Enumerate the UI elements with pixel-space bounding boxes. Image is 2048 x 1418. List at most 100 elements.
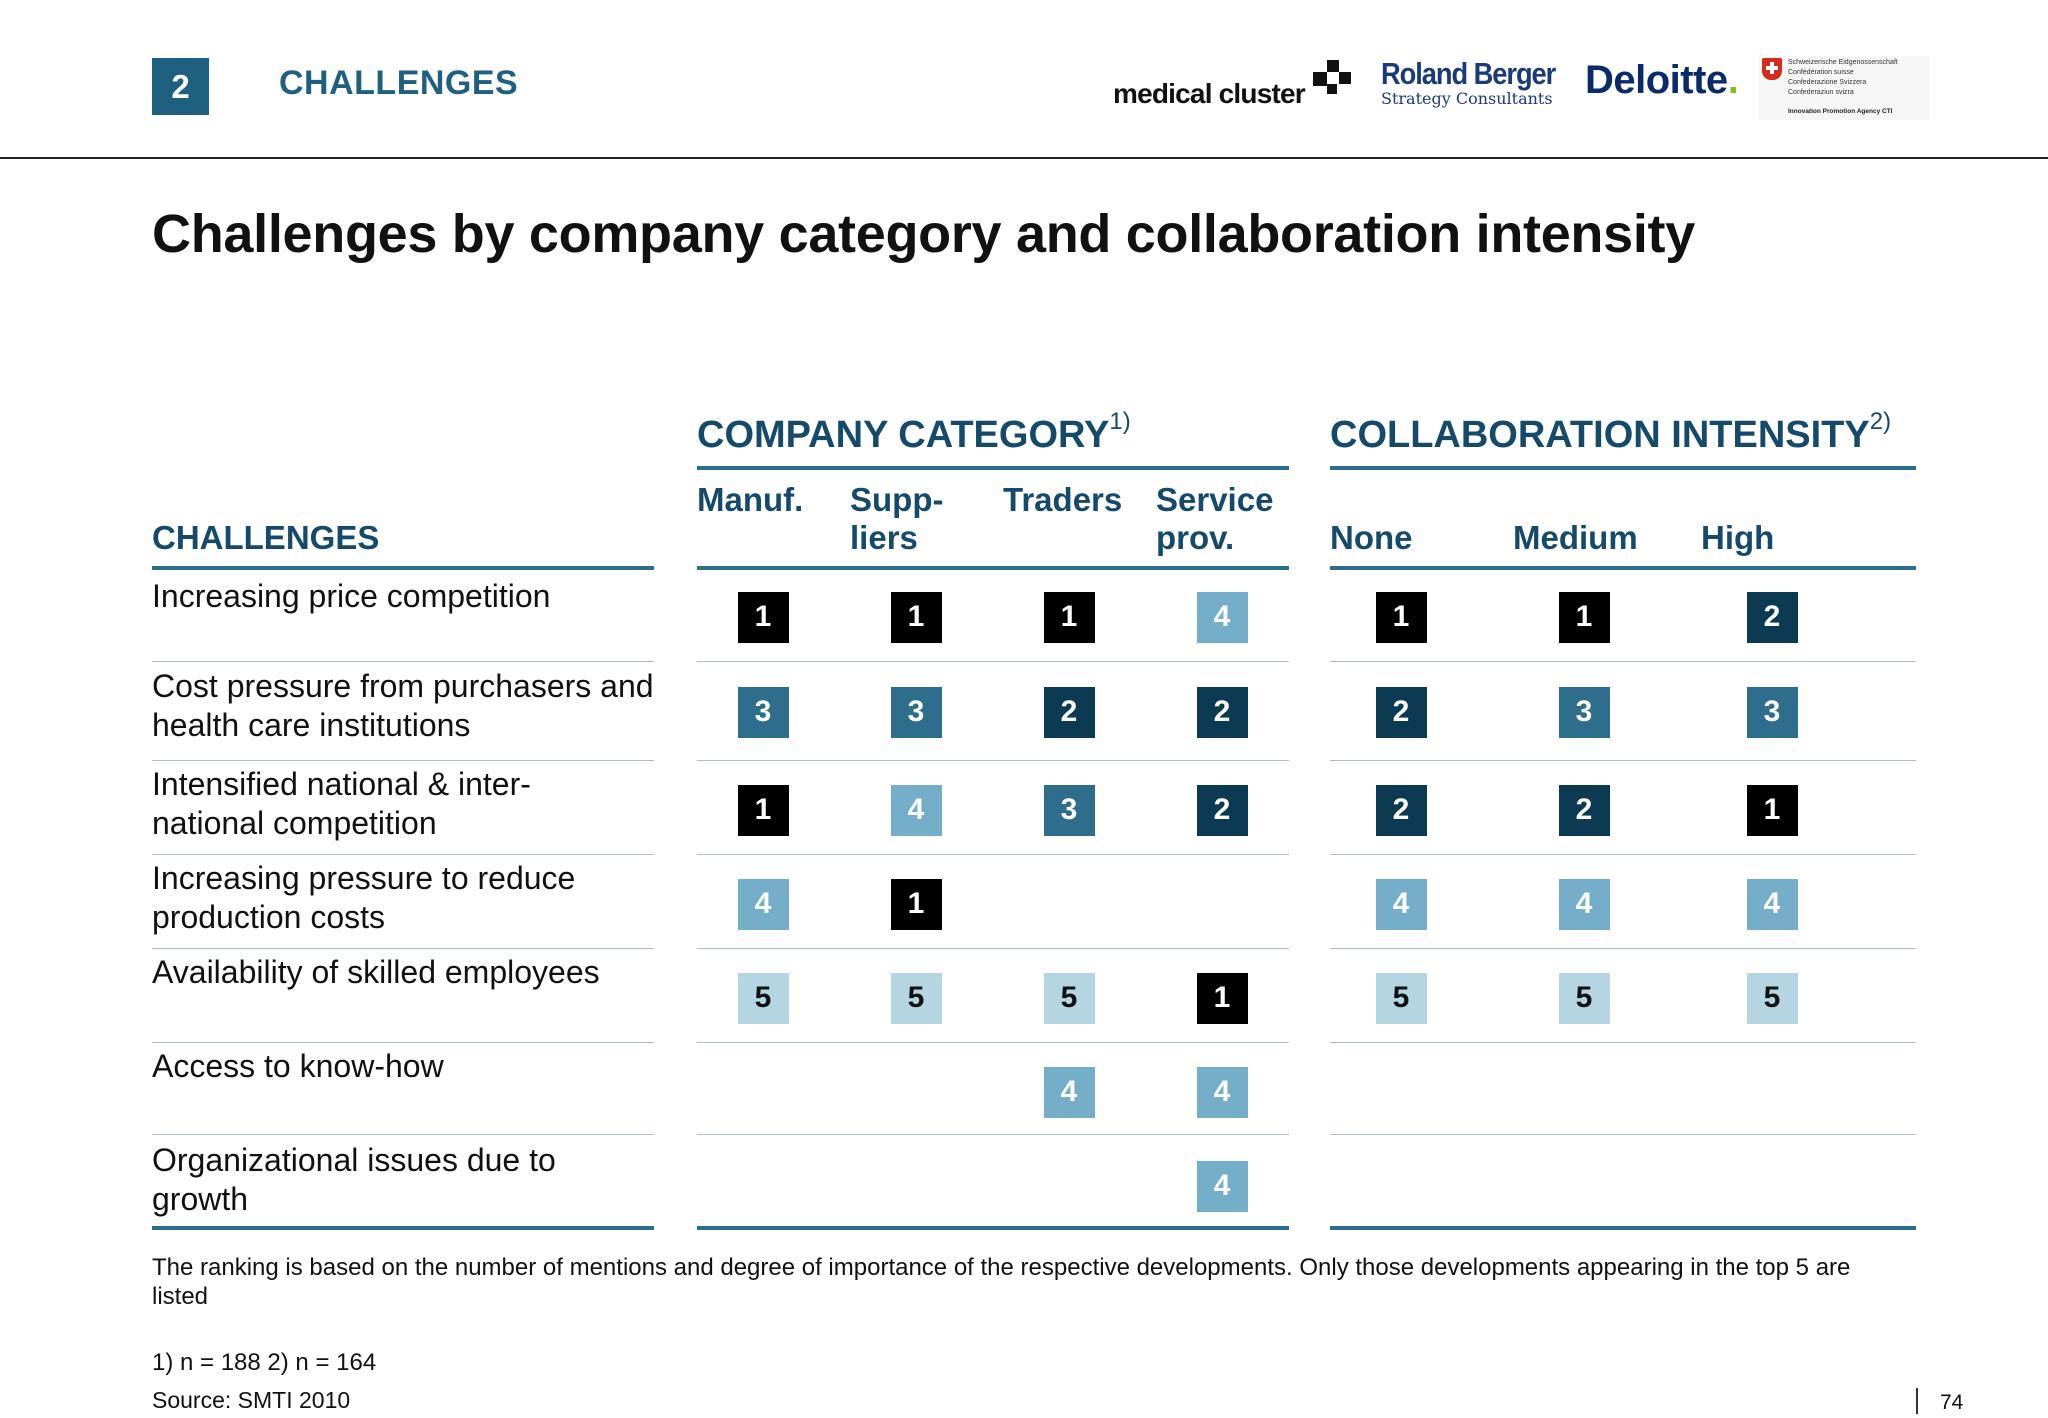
- rank-cell-company-r4-c2: 1: [890, 878, 942, 930]
- row-divider: [152, 1042, 654, 1043]
- row-label: Organizational issues due to growth: [152, 1142, 556, 1217]
- row-divider: [1330, 1042, 1916, 1043]
- rank-cell-company-r2-c1: 3: [737, 686, 789, 738]
- rank-cell-collab-r3-c1: 2: [1375, 784, 1427, 836]
- col-manuf-header: Manuf.: [697, 481, 803, 519]
- company-category-rule: [697, 466, 1289, 470]
- row-label: Access to know-how: [152, 1048, 444, 1084]
- section-number: 2: [152, 58, 209, 115]
- collab-columns-rule: [1330, 566, 1916, 570]
- rank-cell-collab-r1-c2: 1: [1558, 591, 1610, 643]
- row-divider: [152, 1134, 654, 1135]
- swiss-line-1: Schweizerische Eidgenossenschaft: [1788, 59, 1898, 66]
- rank-cell-company-r3-c3: 3: [1043, 784, 1095, 836]
- row-divider: [1330, 854, 1916, 855]
- row-divider: [152, 948, 654, 949]
- rank-cell-company-r1-c4: 4: [1196, 591, 1248, 643]
- roland-berger-subtitle: Strategy Consultants: [1381, 89, 1553, 108]
- row-divider: [152, 661, 654, 662]
- deloitte-dot: .: [1727, 58, 1739, 102]
- rank-cell-company-r1-c2: 1: [890, 591, 942, 643]
- challenges-column-header: CHALLENGES: [152, 519, 380, 556]
- row-divider: [152, 854, 654, 855]
- rank-cell-company-r3-c4: 2: [1196, 784, 1248, 836]
- collaboration-intensity-note: 2): [1869, 408, 1892, 435]
- rank-cell-collab-r4-c1: 4: [1375, 878, 1427, 930]
- col-medium-header: Medium: [1513, 519, 1638, 556]
- rank-cell-company-r4-c1: 4: [737, 878, 789, 930]
- rank-cell-company-r2-c3: 2: [1043, 686, 1095, 738]
- row-divider: [697, 1134, 1289, 1135]
- row-label: Availability of skilled employees: [152, 954, 600, 990]
- col-header-line2: Traders: [1003, 481, 1123, 518]
- row-divider: [1330, 661, 1916, 662]
- challenges-header-rule: [152, 566, 654, 570]
- rank-cell-company-r6-c3: 4: [1043, 1066, 1095, 1118]
- rank-cell-company-r5-c4: 1: [1196, 972, 1248, 1024]
- row-divider: [697, 854, 1289, 855]
- row-divider: [697, 1042, 1289, 1043]
- header-divider: [0, 157, 2048, 159]
- page-number: 74: [1940, 1391, 1964, 1414]
- row-label: Increasing pressure to reduce production…: [152, 860, 576, 935]
- swiss-agency-name: Innovation Promotion Agency CTI: [1788, 108, 1893, 115]
- roland-berger-name: Roland Berger: [1381, 56, 1556, 91]
- section-title: CHALLENGES: [279, 64, 519, 102]
- col-header-line2: liers: [850, 519, 918, 556]
- rank-cell-collab-r5-c3: 5: [1746, 972, 1798, 1024]
- rank-cell-company-r5-c2: 5: [890, 972, 942, 1024]
- source-note: Source: SMTI 2010: [152, 1387, 351, 1413]
- company-columns-rule: [697, 566, 1289, 570]
- rank-cell-collab-r5-c1: 5: [1375, 972, 1427, 1024]
- row-label: Intensified national & inter-national co…: [152, 766, 531, 841]
- page-title: Challenges by company category and colla…: [152, 204, 1695, 264]
- rank-cell-company-r1-c3: 1: [1043, 591, 1095, 643]
- ranking-footnote: The ranking is based on the number of me…: [152, 1254, 1851, 1310]
- table-bottom-rule: [1330, 1226, 1916, 1230]
- col-header-line2: prov.: [1156, 519, 1235, 556]
- swiss-cti-logo: Schweizerische Eidgenossenschaft Confédé…: [1758, 56, 1930, 120]
- row-divider: [1330, 760, 1916, 761]
- rank-cell-collab-r5-c2: 5: [1558, 972, 1610, 1024]
- swiss-line-2: Confédération suisse: [1788, 69, 1854, 76]
- col-service-providers-header: Service prov.: [1156, 481, 1273, 557]
- collaboration-intensity-header: COLLABORATION INTENSITY2): [1330, 408, 1891, 457]
- company-category-header: COMPANY CATEGORY1): [697, 408, 1131, 457]
- row-divider: [697, 661, 1289, 662]
- swiss-cross-icon: [1762, 58, 1782, 80]
- rank-cell-company-r5-c1: 5: [737, 972, 789, 1024]
- rank-cell-company-r5-c3: 5: [1043, 972, 1095, 1024]
- swiss-line-4: Confederaziun svizra: [1788, 89, 1854, 96]
- table-bottom-rule: [152, 1226, 654, 1230]
- rank-cell-company-r2-c4: 2: [1196, 686, 1248, 738]
- deloitte-wordmark: Deloitte: [1585, 58, 1728, 102]
- row-divider: [152, 760, 654, 761]
- rank-cell-collab-r2-c1: 2: [1375, 686, 1427, 738]
- col-high-header: High: [1701, 519, 1775, 556]
- rank-cell-collab-r3-c2: 2: [1558, 784, 1610, 836]
- rank-cell-company-r6-c4: 4: [1196, 1066, 1248, 1118]
- rank-cell-company-r7-c4: 4: [1196, 1160, 1248, 1212]
- col-none-header: None: [1330, 519, 1413, 556]
- row-label: Increasing price competition: [152, 578, 551, 614]
- medical-cluster-wordmark: medical cluster: [1113, 78, 1306, 109]
- row-divider: [1330, 1134, 1916, 1135]
- row-divider: [1330, 948, 1916, 949]
- rank-cell-collab-r2-c2: 3: [1558, 686, 1610, 738]
- rank-cell-company-r3-c2: 4: [890, 784, 942, 836]
- rank-cell-company-r3-c1: 1: [737, 784, 789, 836]
- row-divider: [697, 948, 1289, 949]
- roland-berger-logo: Roland Berger Strategy Consultants: [1381, 58, 1579, 108]
- swiss-line-3: Confederazione Svizzera: [1788, 79, 1867, 86]
- rank-cell-collab-r4-c3: 4: [1746, 878, 1798, 930]
- row-label: Cost pressure from purchasers and health…: [152, 668, 654, 743]
- company-category-note: 1): [1109, 408, 1131, 435]
- rank-cell-collab-r2-c3: 3: [1746, 686, 1798, 738]
- col-header-line1: Supp-: [850, 481, 944, 518]
- page-number-separator: [1916, 1388, 1918, 1414]
- company-category-label: COMPANY CATEGORY: [697, 414, 1110, 456]
- row-divider: [697, 760, 1289, 761]
- medical-cluster-mark-icon: [1312, 60, 1353, 100]
- medical-cluster-logo: medical cluster: [1113, 60, 1353, 110]
- rank-cell-company-r1-c1: 1: [737, 591, 789, 643]
